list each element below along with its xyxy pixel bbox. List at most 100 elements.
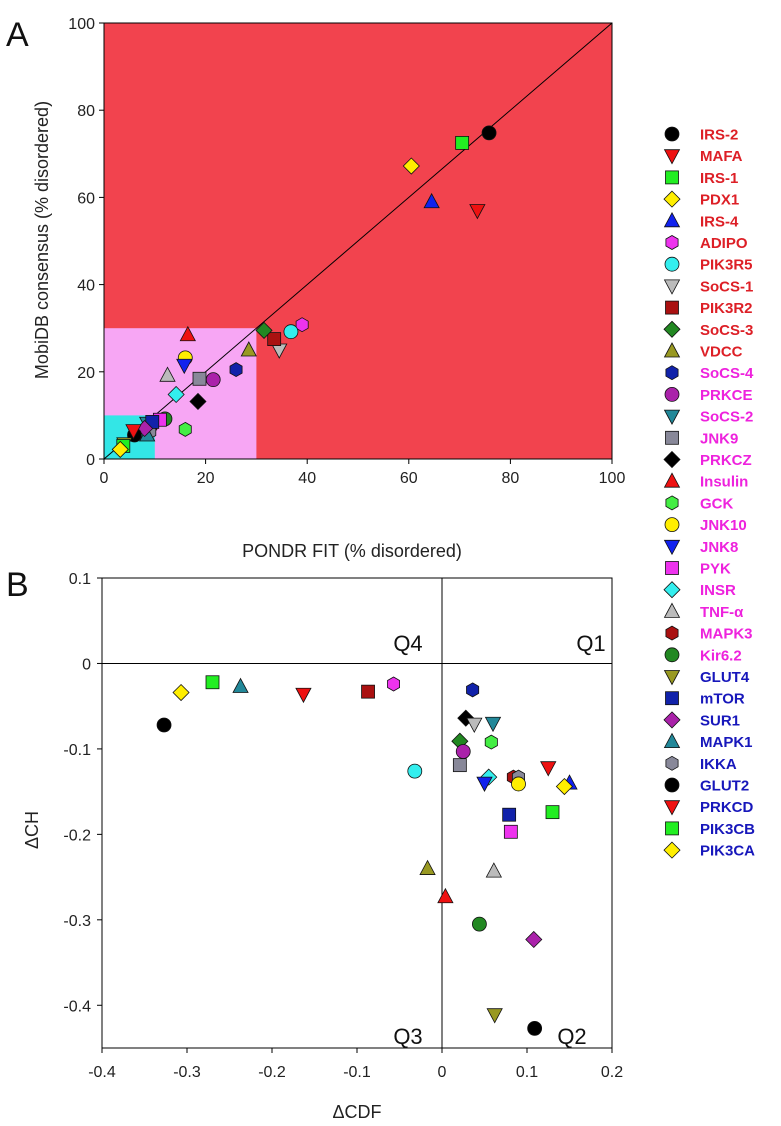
point-b-kir6-2 [471,916,487,932]
point-b-sur1 [525,930,543,949]
x-tick-label: 0 [100,470,109,487]
point-a-irs-2 [481,125,497,141]
y-tick-label: 20 [77,365,95,382]
y-tick-label: -0.2 [63,827,91,844]
legend-label: Kir6.2 [700,647,742,664]
point-a-pdx1 [402,157,420,175]
y-tick-label: 60 [77,190,95,207]
point-b-pdx1 [555,777,573,796]
panel-b-frame [101,577,613,1049]
x-tick-label: 100 [599,470,626,487]
point-b-irs-2 [527,1020,543,1036]
legend-marker-hexagon [665,495,679,511]
legend-marker-diamond [663,320,681,338]
point-b-pik3cb [205,675,220,690]
legend-label: GLUT4 [700,669,750,686]
point-b-irs-1 [545,805,560,820]
x-tick-label: -0.2 [258,1064,286,1081]
legend-label: JNK8 [700,539,738,556]
legend-marker-hexagon [665,755,679,771]
legend-label: SoCS-1 [700,278,753,295]
y-tick-label: 80 [77,103,95,120]
legend-label: SUR1 [700,712,740,729]
point-a-vdcc [240,341,257,357]
point-b-jnk10 [511,776,526,792]
legend-item-kir6-2: Kir6.2 [664,647,742,664]
x-tick-label: -0.3 [173,1064,201,1081]
legend-marker-circle [664,517,680,532]
legend-marker-diamond [663,450,681,469]
legend-label: MAPK1 [700,734,753,751]
legend-marker-triangle-down [663,279,681,295]
point-b-tnf-alpha [485,862,503,878]
legend-item-mtor: mTOR [665,691,745,708]
y-tick-label: -0.3 [63,913,91,930]
legend-label: SoCS-4 [700,365,754,382]
legend-item-sur1: SUR1 [663,711,740,729]
legend-marker-square [665,691,679,706]
legend-marker-circle [664,386,680,402]
legend-marker-diamond [663,581,681,599]
legend-item-irs-1: IRS-1 [665,170,738,187]
point-b-prkcd [295,687,312,704]
point-a-insulin [179,325,196,342]
legend-item-glut4: GLUT4 [663,669,750,686]
legend-marker-triangle-down [663,670,681,686]
point-b-pik3ca [172,683,190,702]
legend-label: PIK3R2 [700,300,753,317]
point-a-jnk8 [176,358,193,375]
x-tick-label: 0.2 [601,1064,623,1081]
legend-item-insr: INSR [663,581,736,599]
panel-a-ylabel: MobiDB consensus (% disordered) [32,101,52,379]
legend-marker-diamond [663,841,681,859]
point-a-pik3ca [111,440,129,458]
point-b-pyk [503,824,518,839]
point-a-socs-3 [255,321,273,339]
legend-item-gck: GCK [665,495,734,512]
point-a-jnk9 [192,371,207,386]
point-b-vdcc [419,859,436,875]
legend-marker-diamond [663,711,681,729]
legend-label: JNK9 [700,430,738,447]
legend-marker-triangle-up [663,342,681,358]
legend-marker-square [665,300,679,315]
point-b-jnk8 [476,776,493,792]
point-b-insulin [437,887,454,904]
legend-item-glut2: GLUT2 [664,778,749,795]
legend-item-socs-3: SoCS-3 [663,320,753,339]
point-b-gck [484,734,498,750]
legend-item-insulin: Insulin [663,472,748,491]
legend-marker-square [665,170,679,185]
point-a-adipo [295,317,309,333]
panel-a-ticks: 0 20 40 60 80 100 0 20 40 60 80 100 [68,16,625,487]
x-tick-label: 80 [502,470,520,487]
legend-label: IRS-2 [700,127,738,144]
legend-marker-circle [664,256,680,272]
legend-label: MAPK3 [700,626,753,643]
x-tick-label: 60 [400,470,418,487]
legend-label: JNK10 [700,517,747,534]
legend-item-prkcd: PRKCD [663,799,754,816]
legend-marker-square [665,430,679,445]
panel-b-points [156,675,578,1036]
legend-marker-triangle-down [663,409,681,425]
legend-item-pik3r5: PIK3R5 [664,256,753,274]
legend-marker-circle [664,126,680,142]
y-tick-label: -0.4 [63,998,91,1015]
legend-marker-square [665,561,679,575]
legend-item-adipo: ADIPO [665,235,748,252]
legend-label: PIK3R5 [700,257,753,274]
point-a-irs-1 [455,135,470,150]
legend-marker-square [665,821,679,836]
point-a-tnf-alpha [159,366,176,382]
panel-letter-b: B [6,566,29,604]
identity-line [103,22,613,460]
panel-b-ylabel: ΔCH [22,811,42,849]
panel-a-points [111,125,497,458]
legend-item-jnk10: JNK10 [664,517,747,534]
y-tick-label: 0 [82,656,91,673]
x-tick-label: -0.4 [88,1064,116,1081]
x-tick-label: -0.1 [343,1064,371,1081]
point-a-irs-4 [423,192,440,209]
